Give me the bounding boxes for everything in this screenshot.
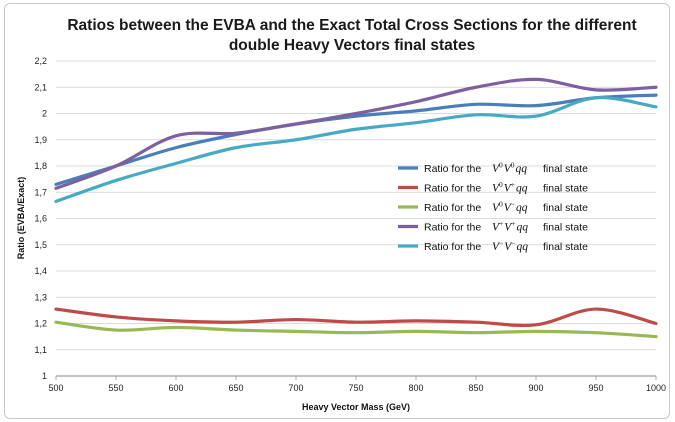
- legend-suffix: final state: [543, 241, 588, 253]
- y-tick-label: 1,9: [34, 135, 47, 145]
- y-tick-label: 2: [42, 109, 47, 119]
- legend-suffix: final state: [543, 202, 588, 214]
- y-tick-label: 2,1: [34, 82, 47, 92]
- chart-title-line-1: Ratios between the EVBA and the Exact To…: [67, 17, 636, 34]
- legend-item-4: Ratio for the V+ V+ qq final state: [398, 219, 588, 234]
- legend-prefix: Ratio for the: [424, 241, 481, 253]
- y-axis-ticks: 1 1,1 1,2 1,3 1,4 1,5 1,6 1,7 1,8 1,9 2 2,1 2,2: [34, 56, 47, 381]
- x-tick-label: 550: [108, 383, 123, 393]
- y-tick-label: 1,6: [34, 214, 47, 224]
- x-axis-ticks: 500 550 600 650 700 750 800 850 900 950 1000: [48, 376, 666, 393]
- legend-item-3: Ratio for the V0 V− qq final state: [398, 199, 588, 214]
- legend-math-base: qq: [516, 221, 528, 233]
- legend-math-superscript: 0: [499, 160, 503, 169]
- legend-math-superscript: 0: [511, 160, 515, 169]
- legend-math-label: V0 V+ qq: [492, 180, 528, 195]
- legend-prefix: Ratio for the: [424, 202, 481, 214]
- legend-math-base: qq: [516, 241, 528, 253]
- x-axis-label: Heavy Vector Mass (GeV): [302, 402, 410, 412]
- legend-math-base: qq: [516, 163, 528, 175]
- legend-suffix: final state: [543, 221, 588, 233]
- y-tick-label: 1,3: [34, 292, 47, 302]
- x-tick-label: 850: [468, 383, 483, 393]
- x-tick-label: 600: [168, 383, 183, 393]
- y-tick-label: 1,2: [34, 319, 47, 329]
- y-tick-label: 2,2: [34, 56, 47, 66]
- y-tick-label: 1: [42, 371, 47, 381]
- legend-math-base: qq: [516, 202, 528, 214]
- legend-item-1: Ratio for the V0 V0 qq final state: [398, 160, 588, 175]
- legend-math-superscript: +: [499, 219, 503, 228]
- legend-math-base: V: [492, 202, 501, 214]
- legend-math-base: qq: [516, 182, 528, 194]
- legend-math-base: V: [492, 221, 501, 233]
- chart-title: Ratios between the EVBA and the Exact To…: [67, 17, 636, 54]
- x-tick-label: 700: [288, 383, 303, 393]
- y-tick-label: 1,4: [34, 266, 47, 276]
- y-axis-label: Ratio (EVBA/Exact): [16, 177, 26, 260]
- legend-math-superscript: −: [511, 238, 515, 247]
- legend-math-base: V: [504, 202, 513, 214]
- series-line-4: [54, 77, 658, 190]
- legend-prefix: Ratio for the: [424, 182, 481, 194]
- legend-math-label: V− V− qq: [492, 238, 528, 253]
- legend-math-base: V: [492, 163, 501, 175]
- legend-suffix: final state: [543, 163, 588, 175]
- x-tick-label: 500: [48, 383, 63, 393]
- legend-math-superscript: +: [511, 219, 515, 228]
- legend-math-label: V+ V+ qq: [492, 219, 528, 234]
- legend-math-superscript: −: [511, 199, 515, 208]
- legend-prefix: Ratio for the: [424, 163, 481, 175]
- x-tick-label: 1000: [646, 383, 666, 393]
- series-line-3: [54, 320, 658, 339]
- legend-math-base: V: [504, 241, 513, 253]
- legend-math-label: V0 V0 qq: [492, 160, 527, 175]
- y-tick-label: 1,5: [34, 240, 47, 250]
- legend-math-base: V: [504, 221, 513, 233]
- x-tick-label: 650: [228, 383, 243, 393]
- legend-math-base: V: [492, 241, 501, 253]
- y-tick-label: 1,1: [34, 345, 47, 355]
- series-line-1: [54, 93, 658, 186]
- legend-math-label: V0 V− qq: [492, 199, 528, 214]
- chart-title-line-2: double Heavy Vectors final states: [229, 37, 475, 54]
- series-line-2: [54, 307, 658, 328]
- legend-math-superscript: +: [511, 180, 515, 189]
- legend-math-base: V: [492, 182, 501, 194]
- legend-item-5: Ratio for the V− V− qq final state: [398, 238, 588, 253]
- x-tick-label: 950: [588, 383, 603, 393]
- legend-math-superscript: −: [499, 238, 503, 247]
- legend-item-2: Ratio for the V0 V+ qq final state: [398, 180, 588, 195]
- legend-prefix: Ratio for the: [424, 221, 481, 233]
- legend-math-superscript: 0: [499, 199, 503, 208]
- series-lines: [54, 77, 658, 339]
- y-tick-label: 1,8: [34, 161, 47, 171]
- legend-math-superscript: 0: [499, 180, 503, 189]
- y-tick-label: 1,7: [34, 187, 47, 197]
- x-tick-label: 800: [408, 383, 423, 393]
- x-tick-label: 750: [348, 383, 363, 393]
- legend-math-base: V: [504, 163, 513, 175]
- legend-suffix: final state: [543, 182, 588, 194]
- legend-math-base: V: [504, 182, 513, 194]
- series-line-5: [54, 96, 658, 204]
- x-tick-label: 900: [528, 383, 543, 393]
